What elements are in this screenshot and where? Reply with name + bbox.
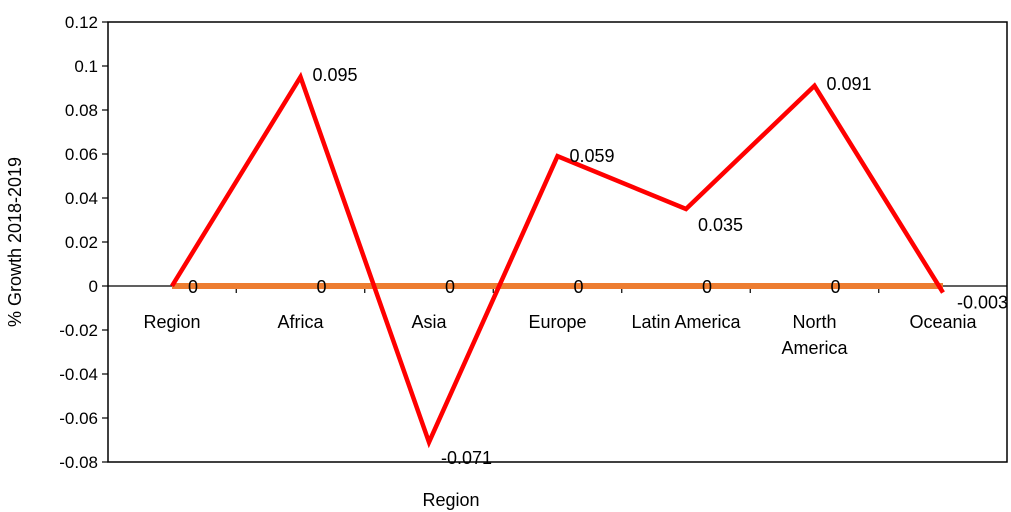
data-label: 0.059 (570, 146, 615, 166)
data-label: 0.095 (313, 65, 358, 85)
x-tick-label-line: Latin America (631, 312, 741, 332)
plot-area (107, 21, 1008, 463)
series-0-line (170, 71, 945, 449)
x-tick-label: Latin America (631, 312, 741, 332)
data-labels: 0.095 -0.071 0.059 0.035 0.091 -0.003 0 0 0 0 0 0 (188, 65, 1008, 468)
x-tick-label: Asia (411, 312, 447, 332)
x-tick-label: North America (781, 312, 848, 358)
data-label: 0 (445, 277, 455, 297)
series-layer (170, 71, 945, 449)
y-tick-label: -0.08 (59, 453, 98, 472)
data-label: 0.035 (698, 215, 743, 235)
x-tick-label: Region (143, 312, 200, 332)
x-tick-label: Oceania (909, 312, 977, 332)
y-tick-label: 0.02 (65, 233, 98, 252)
y-tick-label: 0 (89, 277, 98, 296)
data-label: -0.003 (957, 293, 1008, 313)
data-label: 0 (831, 277, 841, 297)
y-tick-label: -0.02 (59, 321, 98, 340)
data-label: 0 (702, 277, 712, 297)
y-tick-label: -0.04 (59, 365, 98, 384)
x-tick-label-line: Asia (411, 312, 447, 332)
x-tick-label-line: Africa (277, 312, 324, 332)
y-tick-label: 0.12 (65, 13, 98, 32)
y-tick-label: 0.04 (65, 189, 98, 208)
data-label: -0.071 (441, 448, 492, 468)
x-tick-label-line: Region (143, 312, 200, 332)
x-tick-label: Europe (528, 312, 586, 332)
y-tick-label: 0.1 (74, 57, 98, 76)
x-tick-label-line: Oceania (909, 312, 977, 332)
data-label: 0 (188, 277, 198, 297)
x-axis: Region Africa Asia Europe Latin America North… (108, 285, 1007, 358)
y-tick-label: 0.08 (65, 101, 98, 120)
x-axis-title: Region (422, 490, 479, 510)
y-axis: -0.08 -0.06 -0.04 -0.02 0 0.02 0.04 0.06 0.08 0.1… (59, 13, 108, 472)
x-tick-label-line: America (781, 338, 848, 358)
x-tick-label-line: North (792, 312, 836, 332)
y-axis-title: % Growth 2018-2019 (5, 157, 25, 327)
data-label: 0 (574, 277, 584, 297)
y-tick-label: 0.06 (65, 145, 98, 164)
x-tick-label: Africa (277, 312, 324, 332)
y-tick-label: -0.06 (59, 409, 98, 428)
data-label: 0.091 (827, 74, 872, 94)
data-label: 0 (317, 277, 327, 297)
x-tick-label-line: Europe (528, 312, 586, 332)
